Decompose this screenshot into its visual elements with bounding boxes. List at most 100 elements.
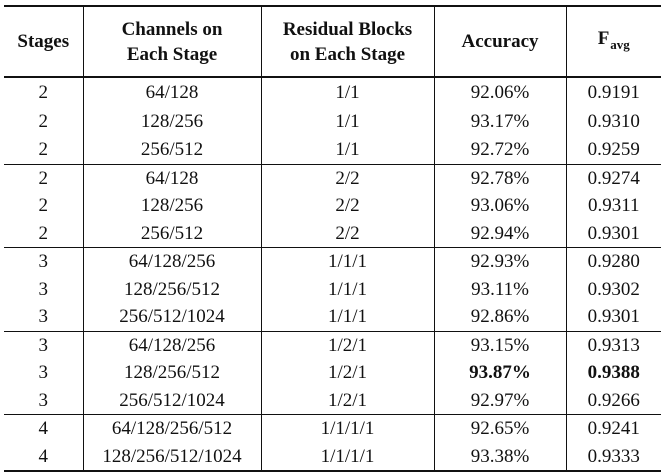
table-row: 2 256/512 1/1 92.72% 0.9259 (4, 135, 661, 164)
cell-favg: 0.9313 (565, 331, 661, 359)
cell-channels: 64/128/256 (82, 331, 261, 359)
cell-blocks: 2/2 (260, 192, 434, 220)
cell-accuracy: 93.38% (433, 442, 566, 471)
cell-stages: 4 (38, 445, 49, 467)
cell-blocks: 1/2/1 (260, 331, 434, 359)
cell-favg: 0.9301 (565, 303, 661, 331)
cell-blocks: 1/1/1 (260, 303, 434, 331)
table-row: 3 256/512/1024 1/1/1 92.86% 0.9301 (4, 303, 661, 331)
header-favg-sub: avg (610, 37, 630, 52)
cell-favg: 0.9310 (565, 106, 661, 135)
cell-favg: 0.9388 (565, 359, 661, 387)
cell-favg: 0.9280 (565, 247, 661, 276)
header-stages: Stages (4, 6, 83, 78)
table-row: 2 64/128 2/2 92.78% 0.9274 (4, 164, 661, 192)
table-header: Stages Channels on Each Stage Residual B… (4, 6, 661, 78)
cell-blocks: 1/2/1 (260, 386, 434, 415)
table-row: 3 128/256/512 1/2/1 93.87% 0.9388 (4, 359, 661, 387)
cell-channels: 64/128/256 (82, 247, 261, 276)
cell-channels: 128/256/512 (82, 275, 261, 303)
cell-blocks: 1/1 (260, 106, 434, 135)
cell-accuracy: 93.17% (433, 106, 566, 135)
cell-blocks: 1/1/1/1 (260, 414, 434, 443)
row-group: 3 64/128/256 1/1/1 92.93% 0.9280 3 128/256/512… (4, 247, 661, 331)
cell-channels: 256/512/1024 (82, 303, 261, 331)
cell-channels: 128/256/512/1024 (82, 442, 261, 471)
cell-accuracy: 92.93% (433, 247, 566, 276)
cell-channels: 64/128 (82, 164, 261, 192)
cell-blocks: 2/2 (260, 219, 434, 248)
cell-stages: 2 (38, 222, 49, 244)
cell-favg: 0.9259 (565, 135, 661, 164)
cell-blocks: 1/1/1 (260, 275, 434, 303)
cell-favg: 0.9274 (565, 164, 661, 192)
table-row: 3 128/256/512 1/1/1 93.11% 0.9302 (4, 275, 661, 303)
header-blocks-line2: on Each Stage (289, 43, 406, 65)
cell-channels: 128/256 (82, 192, 261, 220)
cell-stages: 3 (38, 278, 49, 300)
table-row: 2 128/256 1/1 93.17% 0.9310 (4, 106, 661, 135)
cell-accuracy: 92.06% (433, 77, 566, 107)
cell-stages: 2 (38, 195, 49, 217)
cell-favg: 0.9266 (565, 386, 661, 415)
cell-accuracy: 92.97% (433, 386, 566, 415)
cell-channels: 256/512 (82, 219, 261, 248)
cell-accuracy: 92.86% (433, 303, 566, 331)
cell-accuracy: 93.87% (433, 359, 566, 387)
cell-favg: 0.9301 (565, 219, 661, 248)
header-favg: Favg (565, 6, 661, 78)
cell-channels: 256/512 (82, 135, 261, 164)
table-row: 4 64/128/256/512 1/1/1/1 92.65% 0.9241 (4, 414, 661, 443)
cell-blocks: 1/1 (260, 135, 434, 164)
cell-accuracy: 93.06% (433, 192, 566, 220)
header-row: Stages Channels on Each Stage Residual B… (4, 6, 661, 78)
table-row: 4 128/256/512/1024 1/1/1/1 93.38% 0.9333 (4, 442, 661, 471)
table-row: 2 64/128 1/1 92.06% 0.9191 (4, 77, 661, 107)
cell-stages: 3 (38, 306, 49, 328)
cell-stages: 2 (38, 167, 49, 189)
cell-blocks: 1/1/1 (260, 247, 434, 276)
cell-accuracy: 92.72% (433, 135, 566, 164)
results-table-container: Stages Channels on Each Stage Residual B… (4, 5, 661, 472)
cell-favg: 0.9191 (565, 77, 661, 107)
cell-accuracy: 92.65% (433, 414, 566, 443)
cell-stages: 3 (38, 334, 49, 356)
row-group: 2 64/128 1/1 92.06% 0.9191 2 128/256 1/1 93.17% 0… (4, 77, 661, 164)
cell-stages: 2 (38, 139, 49, 161)
cell-channels: 64/128 (82, 77, 261, 107)
cell-accuracy: 93.15% (433, 331, 566, 359)
cell-stages: 3 (38, 251, 49, 273)
table-row: 2 256/512 2/2 92.94% 0.9301 (4, 219, 661, 248)
row-group: 2 64/128 2/2 92.78% 0.9274 2 128/256 2/2 93.06% 0… (4, 164, 661, 248)
cell-blocks: 2/2 (260, 164, 434, 192)
cell-favg: 0.9302 (565, 275, 661, 303)
table-row: 3 64/128/256 1/1/1 92.93% 0.9280 (4, 247, 661, 276)
cell-channels: 64/128/256/512 (82, 414, 261, 443)
cell-blocks: 1/1 (260, 77, 434, 107)
cell-channels: 128/256/512 (82, 359, 261, 387)
cell-channels: 128/256 (82, 106, 261, 135)
cell-favg: 0.9241 (565, 414, 661, 443)
row-group: 3 64/128/256 1/2/1 93.15% 0.9313 3 128/256/512… (4, 331, 661, 415)
header-favg-main: F (597, 28, 610, 49)
cell-favg: 0.9311 (565, 192, 661, 220)
results-table: Stages Channels on Each Stage Residual B… (4, 5, 661, 472)
cell-stages: 2 (38, 82, 49, 104)
table-row: 3 256/512/1024 1/2/1 92.97% 0.9266 (4, 386, 661, 415)
cell-accuracy: 92.78% (433, 164, 566, 192)
cell-accuracy: 92.94% (433, 219, 566, 248)
cell-stages: 2 (38, 110, 49, 132)
table-row: 2 128/256 2/2 93.06% 0.9311 (4, 192, 661, 220)
cell-favg: 0.9333 (565, 442, 661, 471)
header-blocks: Residual Blocks on Each Stage (260, 6, 434, 78)
table-row: 3 64/128/256 1/2/1 93.15% 0.9313 (4, 331, 661, 359)
cell-channels: 256/512/1024 (82, 386, 261, 415)
header-channels-line1: Channels on (121, 18, 223, 40)
header-channels-line2: Each Stage (126, 43, 218, 65)
cell-stages: 3 (38, 362, 49, 384)
cell-stages: 4 (38, 418, 49, 440)
cell-blocks: 1/1/1/1 (260, 442, 434, 471)
cell-accuracy: 93.11% (433, 275, 566, 303)
cell-blocks: 1/2/1 (260, 359, 434, 387)
cell-stages: 3 (38, 389, 49, 411)
